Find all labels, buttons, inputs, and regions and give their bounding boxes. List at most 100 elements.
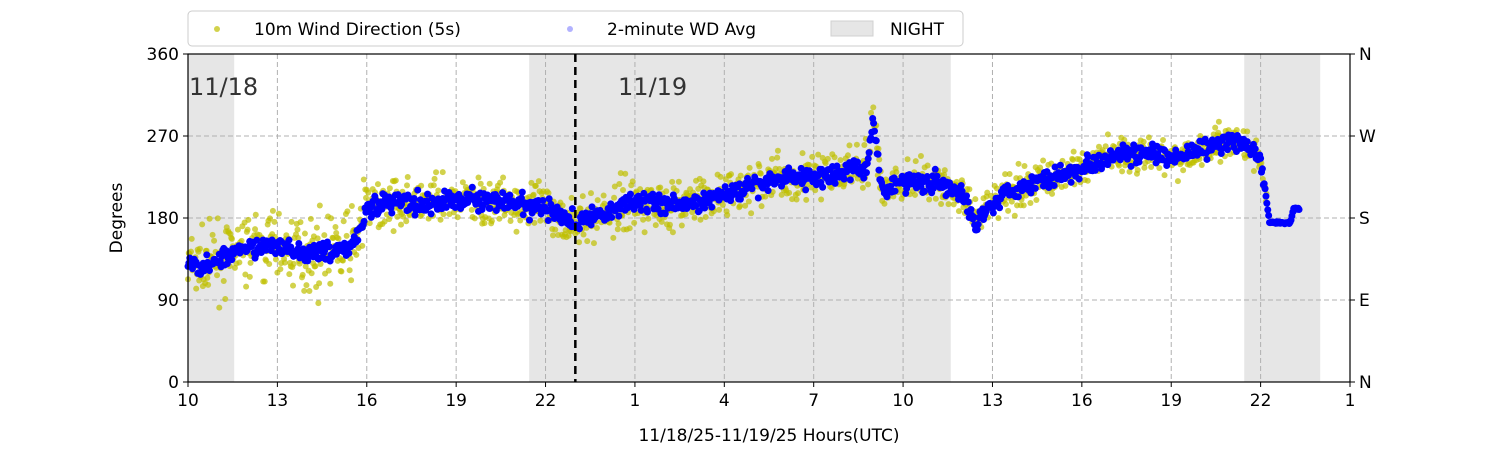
- wind-5s-point: [366, 220, 373, 227]
- wd-avg-point: [1051, 163, 1059, 171]
- wind-5s-point: [657, 184, 664, 191]
- wind-5s-point: [272, 256, 279, 263]
- wd-avg-point: [692, 202, 700, 210]
- wind-5s-point: [594, 197, 601, 204]
- wind-5s-point: [803, 196, 810, 203]
- wind-5s-point: [1008, 198, 1015, 205]
- wind-5s-point: [1121, 136, 1128, 143]
- wind-5s-point: [717, 173, 724, 180]
- wd-avg-point: [203, 251, 211, 259]
- wind-5s-point: [904, 156, 911, 163]
- wd-avg-point: [1203, 155, 1211, 163]
- wd-avg-point: [360, 217, 368, 225]
- wind-5s-point: [778, 191, 785, 198]
- wind-5s-point: [1069, 156, 1076, 163]
- wd-avg-point: [973, 226, 981, 234]
- wd-avg-point: [864, 155, 872, 163]
- wind-5s-point: [327, 280, 334, 287]
- wd-avg-point: [325, 243, 333, 251]
- wind-5s-point: [301, 287, 308, 294]
- wd-avg-point: [649, 190, 657, 198]
- x-axis-label: 11/18/25-11/19/25 Hours(UTC): [638, 426, 899, 446]
- wd-avg-point: [1217, 150, 1225, 158]
- wind-5s-point: [600, 192, 607, 199]
- wind-5s-point: [812, 187, 819, 194]
- wind-5s-point: [1215, 118, 1222, 125]
- wind-5s-point: [252, 211, 259, 218]
- wind-5s-point: [321, 232, 328, 239]
- wind-5s-point: [1140, 138, 1147, 145]
- wind-5s-point: [614, 226, 621, 233]
- wd-avg-point: [802, 186, 810, 194]
- wind-5s-point: [837, 157, 844, 164]
- wind-5s-point: [828, 184, 835, 191]
- wind-5s-point: [363, 194, 370, 201]
- wind-5s-point: [697, 216, 704, 223]
- wind-5s-point: [220, 278, 227, 285]
- wind-5s-point: [188, 235, 195, 242]
- legend-avg-marker: [567, 26, 573, 32]
- wd-avg-point: [519, 211, 527, 219]
- wd-avg-point: [287, 243, 295, 251]
- x-tick-label: 19: [445, 391, 467, 411]
- wind-5s-point: [294, 226, 301, 233]
- wind-5s-point: [400, 213, 407, 220]
- wd-avg-point: [748, 185, 756, 193]
- wind-5s-point: [593, 225, 600, 232]
- wind-5s-point: [312, 263, 319, 270]
- wind-5s-point: [622, 170, 629, 177]
- wind-5s-point: [757, 170, 764, 177]
- y-tick-label: 270: [147, 127, 179, 147]
- wind-5s-point: [774, 154, 781, 161]
- wind-5s-point: [343, 232, 350, 239]
- wind-5s-point: [756, 163, 763, 170]
- wind-5s-point: [430, 182, 437, 189]
- wind-5s-point: [762, 193, 769, 200]
- x-tick-label: 16: [356, 391, 378, 411]
- wind-5s-point: [809, 153, 816, 160]
- wind-5s-point: [724, 212, 731, 219]
- wind-5s-point: [917, 153, 924, 160]
- wind-5s-point: [314, 235, 321, 242]
- x-tick-label: 19: [1160, 391, 1182, 411]
- wd-avg-point: [188, 265, 196, 273]
- wd-avg-point: [576, 225, 584, 233]
- wind-5s-point: [565, 232, 572, 239]
- wind-5s-point: [390, 228, 397, 235]
- wind-5s-point: [669, 229, 676, 236]
- wind-5s-point: [966, 186, 973, 193]
- wd-avg-point: [253, 236, 261, 244]
- wind-5s-point: [652, 222, 659, 229]
- wind-5s-point: [532, 182, 539, 189]
- wind-5s-point: [799, 150, 806, 157]
- wind-5s-point: [281, 259, 288, 266]
- wd-avg-points: [184, 114, 1303, 278]
- wind-5s-point: [728, 171, 735, 178]
- wind-5s-point: [496, 215, 503, 222]
- wd-avg-point: [410, 194, 418, 202]
- wd-avg-point: [424, 190, 432, 198]
- wind-5s-point: [545, 190, 552, 197]
- wd-avg-point: [427, 210, 435, 218]
- wind-5s-point: [615, 220, 622, 227]
- wind-5s-point: [486, 180, 493, 187]
- wd-avg-point: [626, 190, 634, 198]
- wind-5s-point: [288, 218, 295, 225]
- wind-5s-point: [745, 198, 752, 205]
- wd-avg-point: [1295, 205, 1303, 213]
- wind-5s-point: [870, 104, 877, 111]
- wd-avg-point: [862, 169, 870, 177]
- wd-avg-point: [701, 204, 709, 212]
- wind-5s-point: [1233, 126, 1240, 133]
- x-tick-label: 10: [892, 391, 914, 411]
- wind-5s-point: [290, 282, 297, 289]
- wind-5s-point: [1250, 167, 1257, 174]
- wind-5s-point: [1180, 167, 1187, 174]
- wind-5s-point: [719, 201, 726, 208]
- wd-avg-point: [205, 267, 213, 275]
- wind-5s-point: [340, 218, 347, 225]
- wind-5s-point: [938, 200, 945, 207]
- wind-5s-point: [328, 215, 335, 222]
- wind-5s-point: [307, 215, 314, 222]
